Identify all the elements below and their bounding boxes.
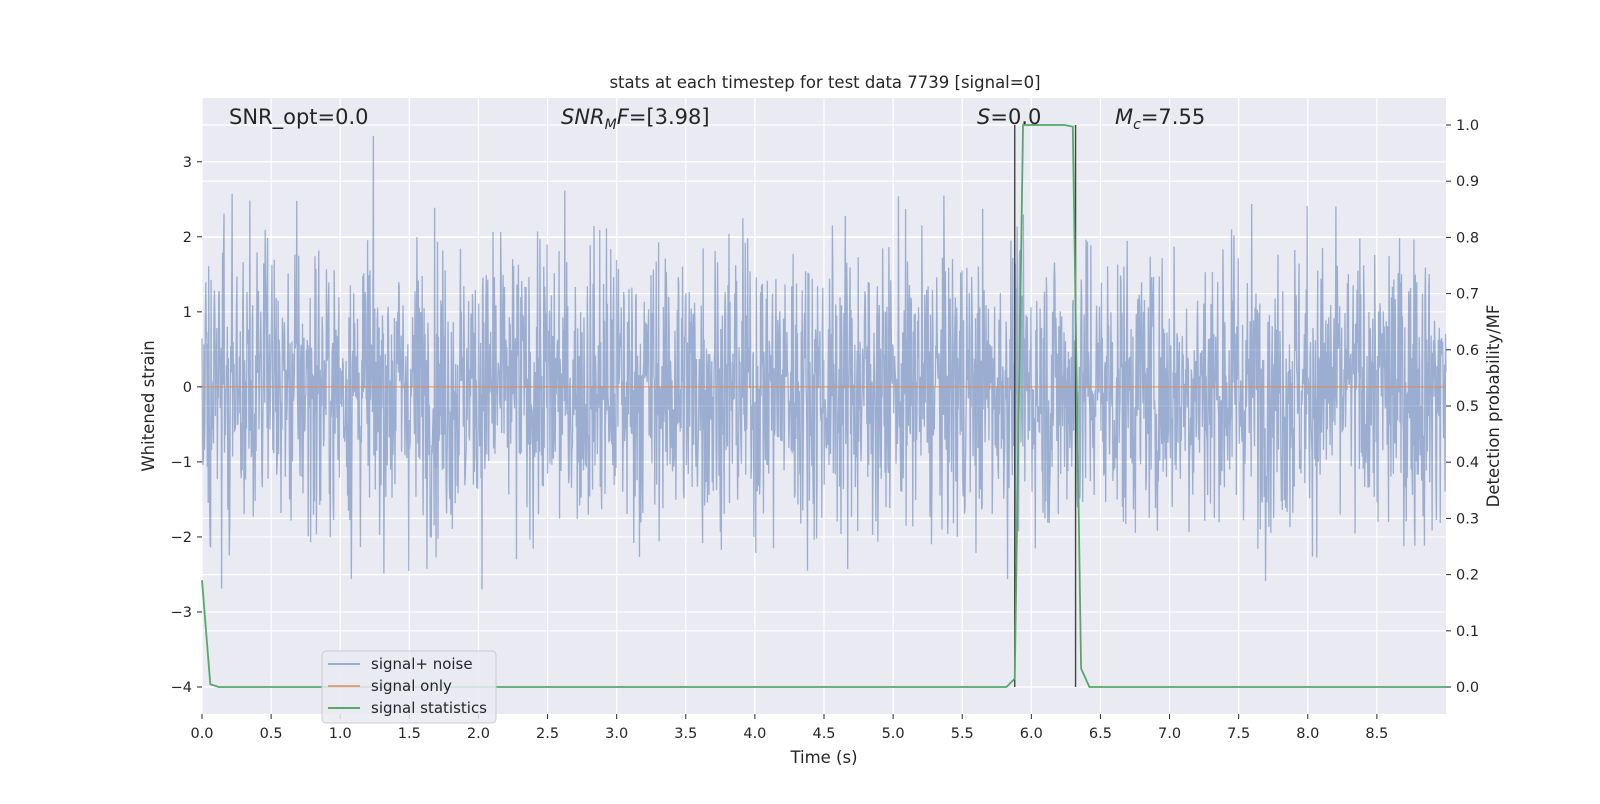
annotation-s: S=0.0 [977, 105, 1041, 129]
yr-tick-label-6: 0.6 [1456, 343, 1479, 359]
signal-noise-line [201, 135, 1447, 590]
yl-tick-label-0: −4 [171, 680, 192, 696]
x-tick-label-11: 5.5 [951, 726, 974, 742]
x-tick-label-7: 3.5 [674, 726, 697, 742]
yl-tick-label-2: −2 [171, 530, 192, 546]
snr-mf-rest-italic: F [617, 105, 630, 129]
yr-tick-label-9: 0.9 [1456, 174, 1479, 190]
x-tick-label-4: 2.0 [467, 726, 490, 742]
yr-tick-label-10: 1.0 [1456, 118, 1479, 134]
yl-tick-label-1: −3 [171, 605, 192, 621]
signal-noise-series [201, 135, 1447, 590]
x-tick-label-2: 1.0 [329, 726, 352, 742]
x-tick-label-0: 0.0 [190, 726, 213, 742]
x-tick-label-8: 4.0 [743, 726, 766, 742]
yl-tick-label-7: 3 [183, 155, 192, 171]
yl-tick-label-3: −1 [171, 455, 192, 471]
yr-tick-label-7: 0.7 [1456, 287, 1479, 303]
x-tick-label-6: 3.0 [605, 726, 628, 742]
yr-tick-label-1: 0.1 [1456, 624, 1479, 640]
x-tick-label-17: 8.5 [1365, 726, 1388, 742]
yr-tick-label-0: 0.0 [1456, 680, 1479, 696]
mc-sub: c [1133, 117, 1141, 133]
yr-tick-label-8: 0.8 [1456, 230, 1479, 246]
legend-box [321, 650, 497, 724]
yl-tick-label-4: 0 [183, 380, 192, 396]
x-tick-label-16: 8.0 [1296, 726, 1319, 742]
x-tick-labels: 0.0 0.5 1.0 1.5 2.0 2.5 3.0 3.5 4.0 4.5 5.0 5.5 6.0 6… [190, 714, 1388, 742]
legend-label-signal-noise: signal+ noise [371, 655, 473, 673]
s-rest: =0.0 [990, 105, 1041, 129]
yl-tick-label-6: 2 [183, 230, 192, 246]
snr-mf-value: =[3.98] [629, 105, 710, 129]
x-tick-label-3: 1.5 [398, 726, 421, 742]
annotation-mc: Mc=7.55 [1115, 105, 1205, 133]
mc-main: M [1115, 105, 1133, 129]
x-tick-label-12: 6.0 [1020, 726, 1043, 742]
overlay-lines [201, 124, 1446, 688]
annotation-snr-mf: SNRMF=[3.98] [561, 105, 710, 133]
yr-tick-label-2: 0.2 [1456, 568, 1479, 584]
legend-label-signal-statistics: signal statistics [371, 699, 487, 717]
snr-mf-main: SNR [561, 105, 605, 129]
x-tick-label-1: 0.5 [260, 726, 283, 742]
legend-label-signal-only: signal only [371, 677, 452, 695]
x-axis-label: Time (s) [789, 748, 857, 767]
y-left-axis-label: Whitened strain [139, 340, 158, 471]
mc-rest: =7.55 [1141, 105, 1205, 129]
legend: signal+ noise signal only signal statist… [321, 650, 497, 724]
x-tick-label-13: 6.5 [1089, 726, 1112, 742]
x-tick-label-5: 2.5 [536, 726, 559, 742]
snr-mf-sub: M [605, 117, 617, 133]
s-main: S [977, 105, 990, 129]
yl-tick-label-5: 1 [183, 305, 192, 321]
y-right-tick-labels: 0.0 0.1 0.2 0.3 0.4 0.5 0.6 0.7 0.8 0.9 1.0 [1446, 118, 1479, 696]
y-left-tick-labels: −4 −3 −2 −1 0 1 2 3 [171, 155, 202, 696]
yr-tick-label-3: 0.3 [1456, 511, 1479, 527]
x-tick-label-15: 7.5 [1227, 726, 1250, 742]
x-tick-label-10: 5.0 [882, 726, 905, 742]
x-tick-label-9: 4.5 [812, 726, 835, 742]
chart-title: stats at each timestep for test data 773… [609, 73, 1040, 92]
annotation-snr-opt: SNR_opt=0.0 [229, 105, 369, 130]
yr-tick-label-4: 0.4 [1456, 455, 1479, 471]
x-tick-label-14: 7.0 [1158, 726, 1181, 742]
y-right-axis-label: Detection probability/MF [1484, 305, 1503, 508]
yr-tick-label-5: 0.5 [1456, 399, 1479, 415]
